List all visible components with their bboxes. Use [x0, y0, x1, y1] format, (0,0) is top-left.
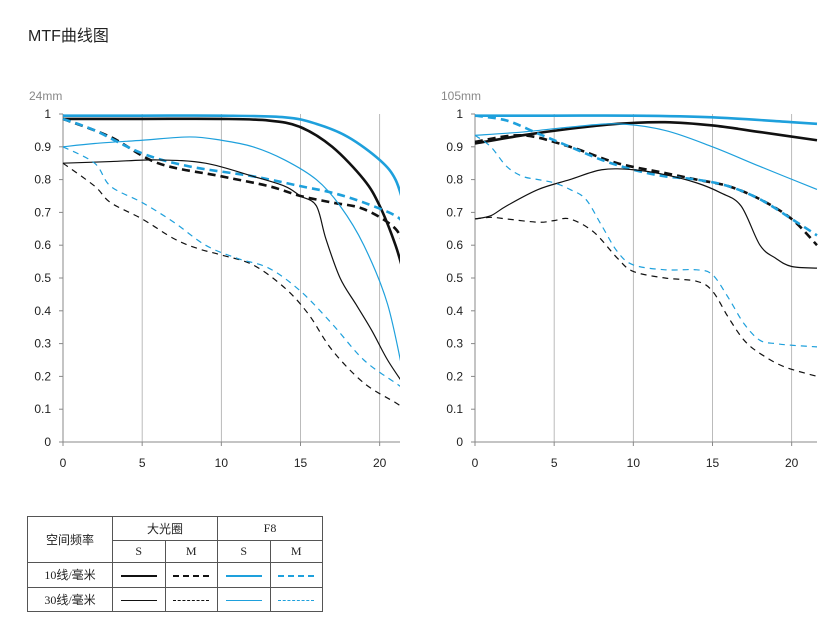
y-tick-label: 0.9 [34, 140, 51, 154]
series-line-f8-10-m [62, 117, 400, 221]
x-tick-label: 5 [139, 456, 146, 470]
y-tick-label: 0.2 [34, 369, 51, 383]
legend-swatch [269, 586, 323, 613]
x-tick-label: 5 [551, 456, 558, 470]
y-tick-label: 0.7 [446, 205, 463, 219]
legend-group-f8: F8 [217, 515, 323, 542]
legend-swatch [164, 586, 218, 613]
y-tick-label: 0.1 [446, 402, 463, 416]
y-tick-label: 0 [456, 435, 463, 449]
y-tick-label: 0.5 [446, 271, 463, 285]
legend-table: 空间频率 大光圈 F8 S M S M 10线/毫米 30线/毫米 [27, 515, 323, 613]
legend-swatch [112, 562, 166, 588]
x-tick-label: 10 [215, 456, 229, 470]
series-line-f8-30-m [474, 134, 818, 348]
y-tick-label: 0.5 [34, 271, 51, 285]
y-tick-label: 0.9 [446, 140, 463, 154]
x-tick-label: 15 [706, 456, 720, 470]
y-tick-label: 0.3 [34, 337, 51, 351]
series-line-wide-30-s [474, 168, 818, 269]
legend-sub-s: S [217, 540, 271, 564]
chart-title: 24mm [29, 89, 62, 103]
y-tick-label: 0.3 [446, 337, 463, 351]
x-tick-label: 15 [294, 456, 308, 470]
x-tick-label: 20 [785, 456, 799, 470]
legend-swatch [269, 562, 323, 588]
series-line-f8-30-s [62, 136, 400, 362]
chart-title: 105mm [441, 89, 481, 103]
series-line-f8-10-s [475, 114, 818, 126]
series-line-f8-30-m [62, 146, 400, 387]
y-tick-label: 0.6 [34, 238, 51, 252]
y-tick-label: 0.1 [34, 402, 51, 416]
series-line-f8-30-s [474, 123, 818, 190]
legend-row-30: 30线/毫米 [27, 586, 113, 613]
series-line-wide-30-s [62, 159, 400, 380]
y-tick-label: 0 [44, 435, 51, 449]
x-tick-label: 0 [60, 456, 67, 470]
legend-swatch [164, 562, 218, 588]
series-line-f8-10-m [474, 114, 818, 237]
y-tick-label: 0.8 [446, 173, 463, 187]
legend-sub-m: M [269, 540, 323, 564]
legend-swatch [217, 586, 271, 613]
series-line-f8-10-s [63, 114, 400, 196]
y-tick-label: 0.4 [446, 304, 463, 318]
legend-sub-m: M [164, 540, 218, 564]
series-line-wide-10-m [474, 134, 818, 247]
legend-group-wide-open: 大光圈 [112, 515, 218, 542]
legend-swatch [217, 562, 271, 588]
legend-row-10: 10线/毫米 [27, 562, 113, 588]
x-tick-label: 0 [472, 456, 479, 470]
x-tick-label: 20 [373, 456, 387, 470]
y-tick-label: 0.2 [446, 369, 463, 383]
series-line-wide-30-m [474, 216, 818, 377]
y-tick-label: 0.7 [34, 205, 51, 219]
y-tick-label: 1 [456, 107, 463, 121]
y-tick-label: 0.6 [446, 238, 463, 252]
series-line-wide-10-s [474, 120, 818, 145]
series-line-wide-30-m [62, 162, 400, 407]
page-title: MTF曲线图 [28, 28, 109, 45]
legend-header-frequency: 空间频率 [27, 515, 113, 564]
y-tick-label: 1 [44, 107, 51, 121]
y-tick-label: 0.8 [34, 173, 51, 187]
legend-swatch [112, 586, 166, 613]
x-tick-label: 10 [627, 456, 641, 470]
legend-sub-s: S [112, 540, 166, 564]
y-tick-label: 0.4 [34, 304, 51, 318]
